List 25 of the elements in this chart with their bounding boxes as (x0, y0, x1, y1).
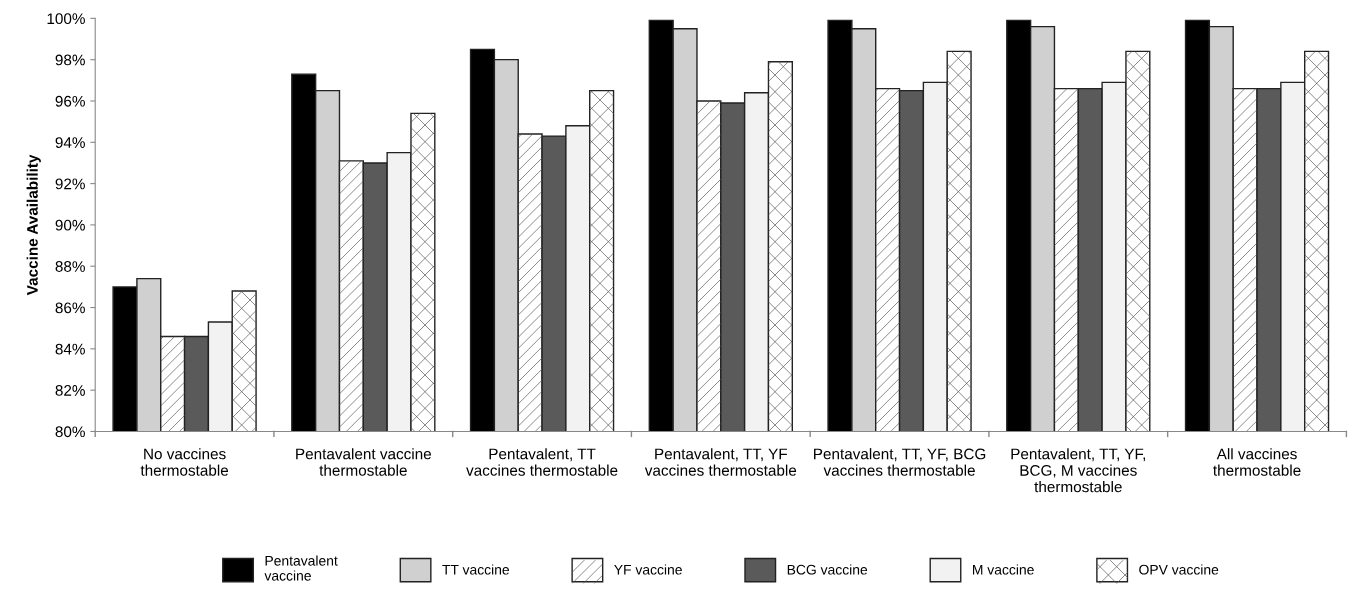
x-tick-label: Pentavalent, TT, YF vaccines thermostable (644, 448, 797, 476)
x-tick-label: No vaccines thermostable (140, 448, 229, 476)
legend-label: TT vaccine (442, 564, 510, 575)
y-tick-label: 94% (55, 137, 85, 148)
x-tick-label: Pentavalent, TT, YF, BCG, M vaccines thermostable (1011, 448, 1145, 493)
legend-label: OPV vaccine (1139, 564, 1219, 575)
legend-label: YF vaccine (614, 564, 682, 575)
y-tick-label: 100% (47, 13, 85, 25)
y-tick-label: 88% (55, 261, 85, 272)
x-tick-label: All vaccines thermostable (1213, 448, 1301, 476)
x-tick-label: Pentavalent vaccine thermostable (296, 448, 432, 476)
y-tick-label: 98% (55, 54, 85, 66)
y-tick-label: 90% (55, 219, 85, 231)
x-tick-label: Pentavalent, TT, YF, BCG vaccines thermostable (814, 448, 986, 476)
y-tick-label: 96% (55, 95, 85, 107)
y-tick-label: 84% (55, 343, 85, 355)
y-tick-label: 82% (55, 385, 85, 396)
legend-label: M vaccine (973, 564, 1034, 575)
y-tick-label: 86% (55, 302, 85, 314)
legend-label: Pentavalent vaccine (264, 555, 338, 581)
x-tick-label: Pentavalent, TT vaccines thermostable (466, 448, 618, 476)
legend-label: BCG vaccine (787, 564, 868, 575)
y-tick-label: 80% (55, 426, 85, 438)
y-axis-title: Vaccine Availability (26, 154, 41, 296)
y-tick-label: 92% (55, 178, 85, 190)
